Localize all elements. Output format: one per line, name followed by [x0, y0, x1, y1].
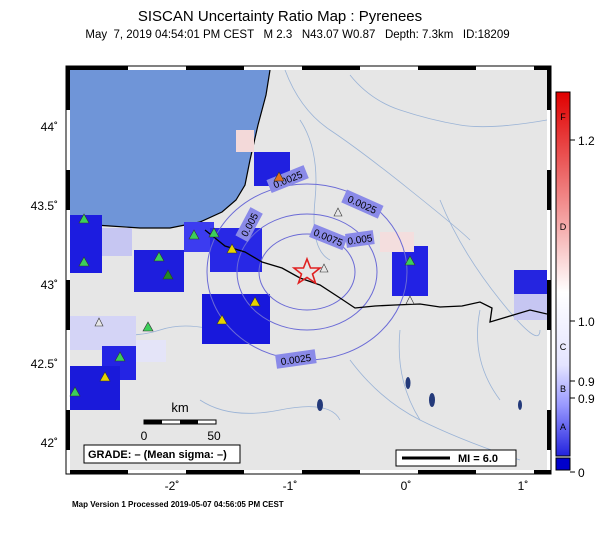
colorbar-grade: B — [560, 384, 566, 394]
lakes — [317, 377, 522, 411]
colorbar-value: 1.0 — [578, 315, 595, 329]
axis-labels: -2˚ -1˚ 0˚ 1˚ 44˚ 43.5˚ 43˚ 42.5˚ 42˚ — [31, 120, 529, 493]
station-triangle — [405, 295, 415, 305]
colorbar-value: 0.9 — [578, 392, 595, 406]
lat-tick-label: 43.5˚ — [31, 199, 58, 213]
processing-footer: Map Version 1 Processed 2019-05-07 04:56… — [72, 500, 284, 509]
lat-tick-label: 44˚ — [41, 120, 58, 134]
station-triangle — [188, 229, 200, 240]
station-triangle — [99, 371, 111, 382]
map-frame — [65, 65, 552, 475]
grid-cell — [136, 340, 166, 362]
colorbar-value: 1.2 — [578, 134, 595, 148]
grade-text: GRADE: – (Mean sigma: –) — [88, 449, 227, 461]
colorbar: F D C B A 1.2 1.0 0.9 0.9 0 — [555, 91, 595, 480]
grid-cell — [514, 270, 547, 294]
scale-unit: km — [171, 400, 188, 415]
station-triangle — [114, 351, 126, 362]
contour-label: 0.0025 — [280, 353, 312, 368]
station-triangle — [333, 207, 343, 217]
mi-legend-text: MI = 6.0 — [458, 453, 498, 465]
station-triangle — [162, 269, 174, 280]
lon-tick-label: 0˚ — [401, 479, 412, 493]
scale-label: 50 — [207, 429, 221, 443]
station-triangle — [226, 243, 238, 254]
colorbar-grade: A — [560, 422, 566, 432]
station-triangle — [69, 386, 81, 397]
grid-cell — [236, 130, 254, 152]
map-area — [70, 70, 547, 470]
grade-box: GRADE: – (Mean sigma: –) — [83, 444, 241, 464]
national-border — [204, 229, 547, 323]
grid-cell — [514, 294, 547, 320]
lon-tick-label: 1˚ — [518, 479, 529, 493]
station-triangle — [319, 263, 329, 273]
mi-legend: MI = 6.0 — [395, 449, 517, 467]
grid-cell — [392, 246, 428, 296]
station-triangle — [404, 255, 416, 266]
station-triangle — [78, 256, 90, 267]
station-triangle — [216, 314, 228, 325]
lat-tick-label: 43˚ — [41, 278, 58, 292]
station-triangle — [153, 251, 165, 262]
station-triangle — [94, 317, 104, 327]
lon-tick-label: -2˚ — [165, 479, 180, 493]
stations — [69, 171, 416, 397]
rivers — [94, 70, 547, 461]
lon-tick-label: -1˚ — [283, 479, 298, 493]
colorbar-grade: F — [560, 112, 566, 122]
colorbar-grade: C — [560, 342, 567, 352]
grid-cell — [70, 316, 136, 350]
grid-cell — [380, 232, 414, 252]
grid-cell — [70, 366, 120, 410]
event-info: May 7, 2019 04:54:01 PM CEST M 2.3 N43.0… — [85, 29, 510, 41]
epicenter-star — [291, 256, 323, 285]
station-triangle — [273, 171, 285, 182]
colorbar-value: 0.9 — [578, 375, 595, 389]
colorbar-grade: D — [560, 222, 567, 232]
station-triangle — [142, 321, 154, 332]
scale-label: 0 — [141, 429, 148, 443]
station-triangle — [208, 227, 220, 238]
station-triangle — [249, 296, 261, 307]
coastline — [70, 70, 271, 229]
grid-cell — [202, 294, 270, 344]
scale-bar: km 0 50 — [141, 400, 221, 443]
map-title: SISCAN Uncertainty Ratio Map : Pyrenees — [137, 8, 423, 25]
grid-cell — [102, 228, 132, 256]
bay-of-biscay — [70, 70, 270, 228]
lat-tick-label: 42.5˚ — [31, 357, 58, 371]
colorbar-value: 0 — [578, 466, 585, 480]
lat-tick-label: 42˚ — [41, 436, 58, 450]
station-triangle — [78, 213, 90, 224]
contour-label: 0.005 — [347, 233, 374, 247]
